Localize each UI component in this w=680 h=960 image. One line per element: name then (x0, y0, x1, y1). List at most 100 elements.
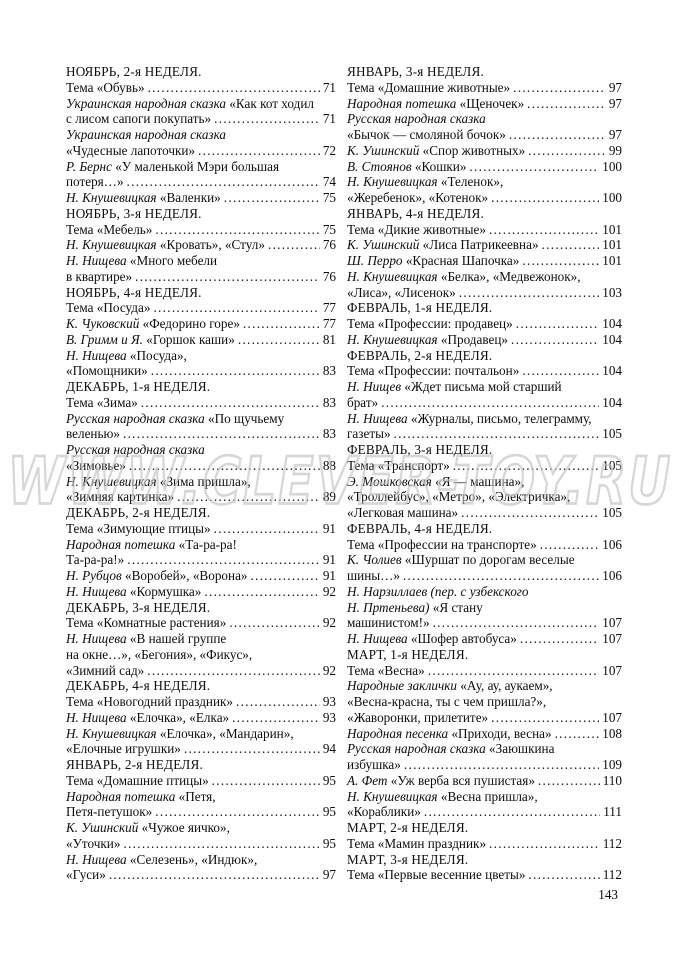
dot-leader (433, 615, 600, 631)
dot-leader (513, 80, 606, 96)
toc-line: Э. Мошковская «Я — машина», (347, 474, 622, 490)
entry-title: «Весна пришла», (440, 788, 538, 804)
toc-line: «Жеребенок», «Котенок» 100 (347, 190, 622, 206)
toc-line: «Троллейбус», «Метро», «Электричка», (347, 489, 622, 505)
entry-title: газеты» (347, 426, 391, 442)
entry-page-number: 97 (608, 127, 622, 142)
dot-leader (491, 710, 599, 726)
entry-page-number: 74 (322, 174, 336, 190)
entry-title: «Зимовье» (66, 457, 126, 473)
dot-leader (123, 836, 319, 852)
entry-page-number: 72 (322, 142, 336, 158)
toc-line: Народная потешка «Щеночек» 97 (347, 96, 622, 112)
entry-page-number: 106 (602, 536, 622, 552)
entry-author: Русская народная сказка (347, 111, 486, 127)
entry-page-number: 83 (322, 394, 336, 410)
dot-leader (520, 631, 599, 647)
toc-line: НОЯБРЬ, 2-я НЕДЕЛЯ. (66, 64, 336, 80)
dot-leader (469, 159, 599, 175)
dot-leader (155, 804, 320, 820)
dot-leader (127, 174, 320, 190)
toc-line: НОЯБРЬ, 4-я НЕДЕЛЯ. (66, 285, 336, 301)
toc-line: «Легковая машина» 105 (347, 505, 622, 521)
toc-line: Н. Нищева «В нашей группе (66, 631, 336, 647)
entry-title: Тема «Зимующие птицы» (66, 520, 211, 536)
entry-page-number: 77 (322, 316, 336, 331)
dot-leader (127, 552, 320, 568)
entry-title: «Посуда», (129, 347, 187, 363)
entry-page-number: 107 (602, 615, 622, 631)
toc-line: «Зимний сад» 92 (66, 663, 336, 679)
dot-leader (528, 867, 599, 883)
entry-title: НОЯБРЬ, 4-я НЕДЕЛЯ. (66, 284, 202, 300)
toc-line: ФЕВРАЛЬ, 4-я НЕДЕЛЯ. (347, 521, 622, 537)
entry-title: «Кошки» (414, 158, 467, 174)
toc-line: Н. Кнушевицкая «Продавец» 104 (347, 332, 622, 348)
toc-line: ДЕКАБРЬ, 3-я НЕДЕЛЯ. (66, 600, 336, 616)
entry-author: Н. Нищева (347, 631, 411, 646)
dot-leader (268, 237, 320, 253)
toc-line: Тема «Новогодний праздник» 93 (66, 694, 336, 710)
entry-author: А. Фет (347, 772, 391, 788)
dot-leader (428, 663, 599, 679)
entry-title: «Помощники» (66, 363, 148, 379)
entry-title: «Я — машина», (435, 473, 525, 489)
toc-line: «Зимовье» 88 (66, 458, 336, 474)
dot-leader (236, 694, 320, 710)
entry-page-number: 92 (322, 615, 336, 631)
toc-line: Тема «Дикие животные» 101 (347, 222, 622, 238)
entry-title: потеря…» (66, 174, 124, 190)
toc-line: Тема «Зимующие птицы» 91 (66, 521, 336, 537)
entry-page-number: 112 (602, 835, 622, 851)
entry-title: «Бычок — смоляной бочок» (347, 127, 506, 142)
entry-title: МАРТ, 2-я НЕДЕЛЯ. (347, 820, 469, 835)
entry-title: ФЕВРАЛЬ, 3-я НЕДЕЛЯ. (347, 442, 493, 457)
dot-leader (204, 584, 319, 600)
toc-line: Н. Рубцов «Воробей», «Ворона» 91 (66, 568, 336, 584)
entry-page-number: 100 (602, 190, 622, 205)
entry-author: К. Ушинский (347, 142, 423, 158)
entry-title: «Селезень», «Индюк», (129, 851, 258, 867)
toc-line: К. Ушинский «Спор животных» 99 (347, 143, 622, 159)
entry-author: Украинская народная сказка (66, 127, 227, 142)
dot-leader (381, 395, 599, 411)
entry-author: Русская народная сказка (66, 442, 205, 457)
toc-line: «Бычок — смоляной бочок» 97 (347, 127, 622, 143)
entry-page-number: 100 (602, 158, 622, 174)
toc-line: Петя-петушок» 95 (66, 804, 336, 820)
entry-title: «Уточки» (66, 835, 121, 851)
dot-leader (489, 836, 600, 852)
toc-line: Украинская народная сказка (66, 127, 336, 143)
entry-author: Н. Нищева (66, 851, 130, 867)
toc-line: Народная потешка «Петя, (66, 789, 336, 805)
entry-page-number: 107 (602, 631, 622, 646)
toc-line: Тема «Мебель» 75 (66, 222, 336, 238)
entry-title: «Белка», «Медвежонок», (440, 268, 581, 284)
toc-line: А. Фет «Уж верба вся пушистая» 110 (347, 773, 622, 789)
dot-leader (491, 190, 599, 206)
toc-line: К. Ушинский «Лиса Патрикеевна» 101 (347, 237, 622, 253)
entry-title: «Легковая машина» (347, 505, 459, 520)
entry-title: «Весна-красна, ты с чем пришла?», (347, 694, 547, 709)
toc-line: «Весна-красна, ты с чем пришла?», (347, 694, 622, 710)
dot-leader (527, 96, 606, 112)
entry-page-number: 101 (602, 253, 622, 268)
entry-title: Тема «Комнатные растения» (66, 615, 227, 631)
entry-author: Н. Нищева (66, 347, 130, 363)
toc-line: Тема «Профессии: продавец» 104 (347, 316, 622, 332)
toc-line: Тема «Домашние птицы» 95 (66, 773, 336, 789)
entry-title: «Уж верба вся пушистая» (390, 772, 535, 788)
entry-title: Тема «Профессии: продавец» (347, 316, 513, 331)
toc-line: Тема «Весна» 107 (347, 663, 622, 679)
dot-leader (522, 363, 599, 379)
entry-title: НОЯБРЬ, 3-я НЕДЕЛЯ. (66, 205, 202, 221)
toc-line: потеря…» 74 (66, 174, 336, 190)
entry-page-number: 94 (322, 741, 336, 757)
entry-author: Н. Рубцов (66, 568, 126, 583)
entry-page-number: 104 (602, 363, 622, 379)
entry-page-number: 75 (322, 221, 336, 237)
entry-title: «Зимний сад» (66, 662, 145, 678)
dot-leader (528, 143, 606, 159)
entry-author: К. Ушинский (66, 820, 142, 835)
toc-column-right: ЯНВАРЬ, 3-я НЕДЕЛЯ. Тема «Домашние животн… (347, 64, 622, 883)
